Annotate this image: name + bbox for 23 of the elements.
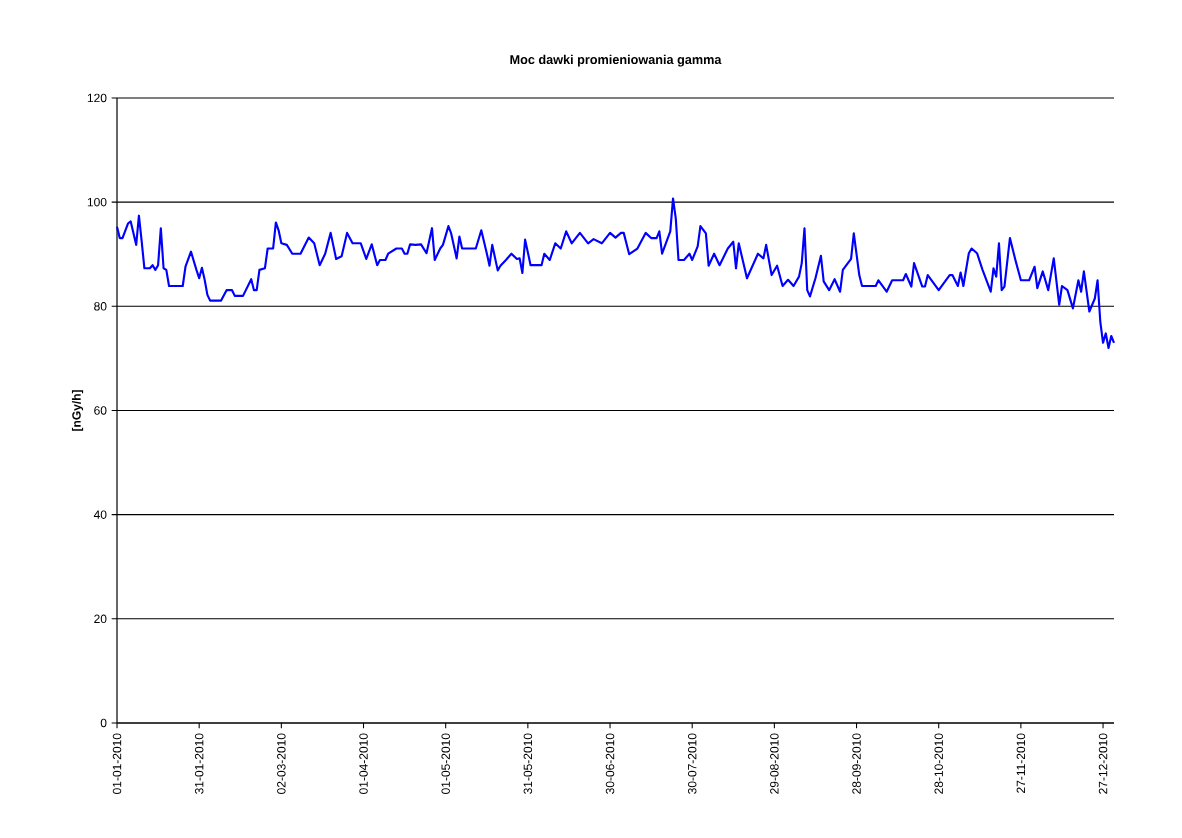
- y-tick-label: 40: [93, 510, 107, 519]
- x-tick-label: 28-09-2010: [852, 733, 861, 794]
- x-tick-label: 28-10-2010: [934, 733, 943, 794]
- y-tick-label: 60: [94, 406, 107, 415]
- x-tick-label: 01-05-2010: [441, 733, 450, 794]
- y-axis-title: [nGy/h]: [71, 390, 84, 431]
- x-tick-label: 01-04-2010: [359, 733, 368, 794]
- line-series: [115, 197, 1116, 350]
- x-tick-label: 27-11-2010: [1016, 733, 1026, 793]
- x-tick-label: 27-12-2010: [1098, 733, 1108, 794]
- y-tick-label: 80: [94, 302, 107, 311]
- y-tick-label: 20: [94, 614, 107, 624]
- x-tick-label: 30-07-2010: [687, 733, 697, 794]
- x-tick-label: 30-06-2010: [605, 733, 615, 794]
- y-tick-label: 0: [100, 718, 107, 728]
- x-tick-label: 01-01-2010: [112, 733, 122, 794]
- y-tick-label: 100: [87, 197, 107, 207]
- x-tick-label: 31-01-2010: [194, 733, 204, 794]
- y-tick-label: 120: [87, 93, 107, 103]
- chart-title: Moc dawki promieniowania gamma: [510, 54, 722, 67]
- x-tick-label: 29-08-2010: [770, 733, 779, 794]
- x-tick-label: 31-05-2010: [523, 733, 533, 794]
- x-tick-label: 02-03-2010: [277, 733, 286, 794]
